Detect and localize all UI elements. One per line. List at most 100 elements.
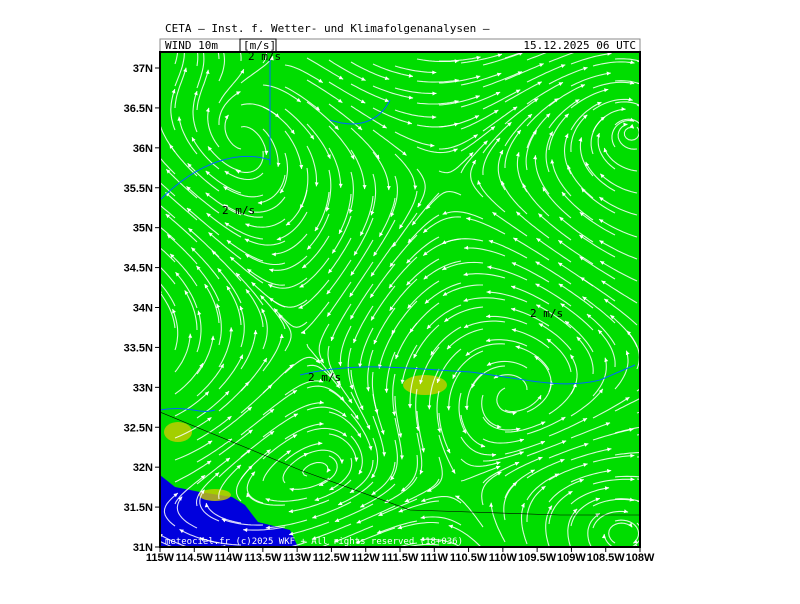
streamline — [551, 159, 572, 197]
copyright: meteociel.fr (c)2025 WKF + All rights re… — [165, 537, 463, 547]
streamline — [442, 211, 484, 220]
arrow-head — [603, 148, 608, 153]
streamline — [446, 328, 484, 350]
arrow-head — [338, 75, 344, 80]
arrow-head — [399, 224, 404, 229]
arrow-head — [184, 290, 189, 295]
streamline — [160, 534, 189, 547]
arrow-head — [579, 234, 584, 239]
streamline — [392, 373, 396, 416]
arrow-head — [437, 428, 442, 433]
arrow-head — [604, 486, 610, 491]
streamline — [224, 222, 264, 240]
streamline — [204, 283, 220, 324]
streamline — [486, 291, 528, 303]
streamline — [325, 169, 332, 212]
streamline — [603, 298, 638, 326]
streamline — [488, 240, 528, 259]
streamline — [546, 338, 572, 373]
arrow-head — [406, 280, 411, 286]
streamline — [599, 173, 638, 194]
arrow-head — [244, 238, 250, 243]
arrow-head — [340, 396, 345, 401]
arrow-head — [172, 309, 176, 314]
arrow-head — [583, 66, 588, 71]
arrow-head — [165, 214, 171, 219]
streamline — [372, 63, 414, 77]
arrow-head — [265, 498, 271, 503]
streamline — [328, 389, 359, 420]
arrow-head — [361, 76, 366, 81]
streamline — [347, 347, 354, 390]
arrow-head — [379, 232, 384, 237]
arrow-head — [312, 514, 317, 519]
streamline — [302, 461, 329, 477]
arrow-head — [442, 266, 447, 270]
arrow-head — [376, 529, 382, 534]
arrow-head — [207, 417, 212, 422]
arrow-head — [465, 351, 471, 356]
arrow-head — [595, 497, 600, 502]
streamline — [548, 443, 589, 459]
streamline — [592, 81, 635, 89]
arrow-head — [205, 107, 210, 113]
streamline — [636, 434, 640, 436]
arrow-head — [475, 95, 480, 100]
arrow-head — [269, 409, 275, 414]
arrow-head — [375, 154, 380, 159]
streamline — [592, 396, 630, 419]
arrow-head — [328, 268, 333, 274]
streamline — [466, 372, 484, 411]
streamline — [427, 456, 443, 493]
arrow-head — [402, 151, 407, 156]
streamline — [311, 523, 352, 540]
arrow-head — [513, 237, 518, 242]
arrow-head — [486, 338, 491, 343]
streamline — [460, 91, 501, 108]
streamline — [548, 478, 584, 503]
streamline — [190, 247, 220, 280]
streamline — [504, 129, 522, 168]
unit: [m/s] — [243, 39, 276, 52]
arrow-head — [581, 188, 586, 193]
arrow-head — [141, 212, 147, 218]
arrow-head — [446, 448, 451, 454]
streamline — [306, 385, 345, 402]
arrow-head — [560, 64, 566, 69]
streamline — [463, 273, 506, 279]
arrow-head — [623, 509, 629, 514]
arrow-head — [536, 238, 541, 243]
arrow-head — [187, 163, 192, 168]
arrow-head — [535, 261, 540, 266]
streamline — [436, 348, 462, 384]
arrow-head — [200, 475, 206, 480]
arrow-head — [565, 321, 570, 326]
streamline — [284, 423, 324, 440]
streamline — [504, 469, 536, 499]
streamline — [396, 542, 418, 547]
streamline — [614, 452, 640, 456]
streamline — [245, 253, 286, 266]
arrow-head — [432, 70, 437, 75]
streamline — [570, 114, 588, 153]
lon-label: 108.5W — [587, 552, 626, 564]
streamline — [559, 216, 594, 243]
arrow-head — [220, 363, 224, 369]
streamline — [599, 240, 638, 260]
arrow-head — [245, 223, 250, 228]
arrow-head — [512, 411, 517, 416]
streamline — [526, 81, 564, 105]
streamline — [282, 452, 309, 484]
streamline — [328, 433, 357, 462]
arrow-head — [487, 265, 492, 270]
arrow-head — [391, 329, 396, 335]
arrow-head — [289, 364, 294, 369]
streamline — [240, 55, 274, 84]
arrow-head — [318, 378, 324, 383]
arrow-head — [408, 95, 414, 100]
arrow-head — [625, 397, 630, 402]
streamline — [438, 152, 474, 174]
arrow-head — [441, 240, 447, 244]
streamline — [411, 192, 440, 226]
arrow-head — [178, 496, 183, 501]
